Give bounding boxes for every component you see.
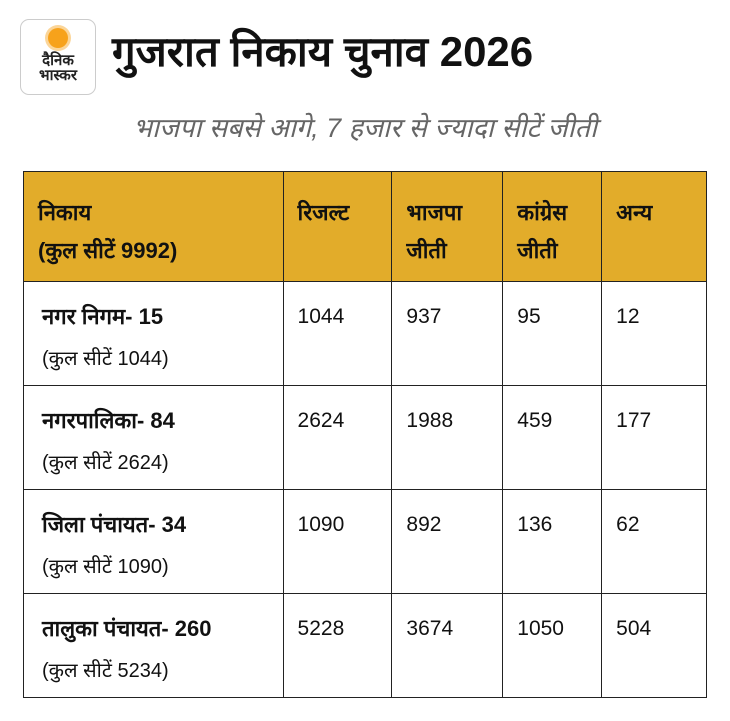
others-cell: 177 [601, 385, 707, 490]
result-cell: 5228 [282, 593, 393, 698]
bjp-cell: 3674 [391, 593, 504, 698]
bjp-cell: 1988 [391, 385, 504, 490]
dainik-bhaskar-logo: दैनिक भास्कर [20, 19, 96, 95]
congress-cell: 95 [502, 281, 603, 386]
bjp-cell: 892 [391, 489, 504, 594]
sun-icon [48, 28, 68, 48]
others-cell: 12 [601, 281, 707, 386]
nikay-cell: जिला पंचायत- 34 (कुल सीटें 1090) [23, 489, 284, 594]
header-line1: भाजपा [406, 200, 463, 225]
table-row: जिला पंचायत- 34 (कुल सीटें 1090) 1090 892… [23, 489, 707, 594]
table-row: नगर निगम- 15 (कुल सीटें 1044) 1044 937 95… [23, 281, 707, 386]
table-row: तालुका पंचायत- 260 (कुल सीटें 5234) 5228 … [23, 593, 707, 698]
nikay-name: नगर निगम- 15 [42, 304, 164, 329]
table-header-row: निकाय (कुल सीटें 9992) रिजल्ट भाजपा जीती क… [23, 171, 707, 282]
nikay-cell: नगरपालिका- 84 (कुल सीटें 2624) [23, 385, 284, 490]
nikay-cell: नगर निगम- 15 (कुल सीटें 1044) [23, 281, 284, 386]
header-line1: कांग्रेस [517, 200, 568, 225]
nikay-name: नगरपालिका- 84 [42, 408, 175, 433]
result-cell: 2624 [282, 385, 393, 490]
header-line1: रिजल्ट [297, 200, 350, 225]
header-bjp: भाजपा जीती [391, 171, 504, 282]
header-others: अन्य [601, 171, 707, 282]
congress-cell: 1050 [502, 593, 603, 698]
nikay-total-seats: (कुल सीटें 5234) [42, 660, 169, 682]
page-title: गुजरात निकाय चुनाव 2026 [112, 28, 534, 75]
header-line1: निकाय [38, 200, 92, 225]
header-line2: (कुल सीटें 9992) [38, 238, 178, 263]
result-cell: 1044 [282, 281, 393, 386]
header-nikay: निकाय (कुल सीटें 9992) [23, 171, 284, 282]
logo-wordmark: दैनिक भास्कर [21, 53, 95, 83]
nikay-total-seats: (कुल सीटें 1090) [42, 556, 169, 578]
header-result: रिजल्ट [282, 171, 393, 282]
result-cell: 1090 [282, 489, 393, 594]
logo-line2: भास्कर [39, 67, 77, 84]
congress-cell: 459 [502, 385, 603, 490]
header-line1: अन्य [616, 200, 653, 225]
header-congress: कांग्रेस जीती [502, 171, 603, 282]
header-line2: जीती [406, 238, 447, 263]
nikay-cell: तालुका पंचायत- 260 (कुल सीटें 5234) [23, 593, 284, 698]
header-line2: जीती [517, 238, 558, 263]
nikay-total-seats: (कुल सीटें 2624) [42, 452, 169, 474]
others-cell: 504 [601, 593, 707, 698]
congress-cell: 136 [502, 489, 603, 594]
others-cell: 62 [601, 489, 707, 594]
nikay-total-seats: (कुल सीटें 1044) [42, 348, 169, 370]
page-subtitle: भाजपा सबसे आगे, 7 हजार से ज्यादा सीटें ज… [133, 113, 597, 143]
nikay-name: जिला पंचायत- 34 [42, 512, 187, 537]
bjp-cell: 937 [391, 281, 504, 386]
logo-line1: दैनिक [42, 52, 74, 69]
results-table: निकाय (कुल सीटें 9992) रिजल्ट भाजपा जीती क… [23, 171, 707, 698]
nikay-name: तालुका पंचायत- 260 [42, 616, 212, 641]
table-row: नगरपालिका- 84 (कुल सीटें 2624) 2624 1988 … [23, 385, 707, 490]
